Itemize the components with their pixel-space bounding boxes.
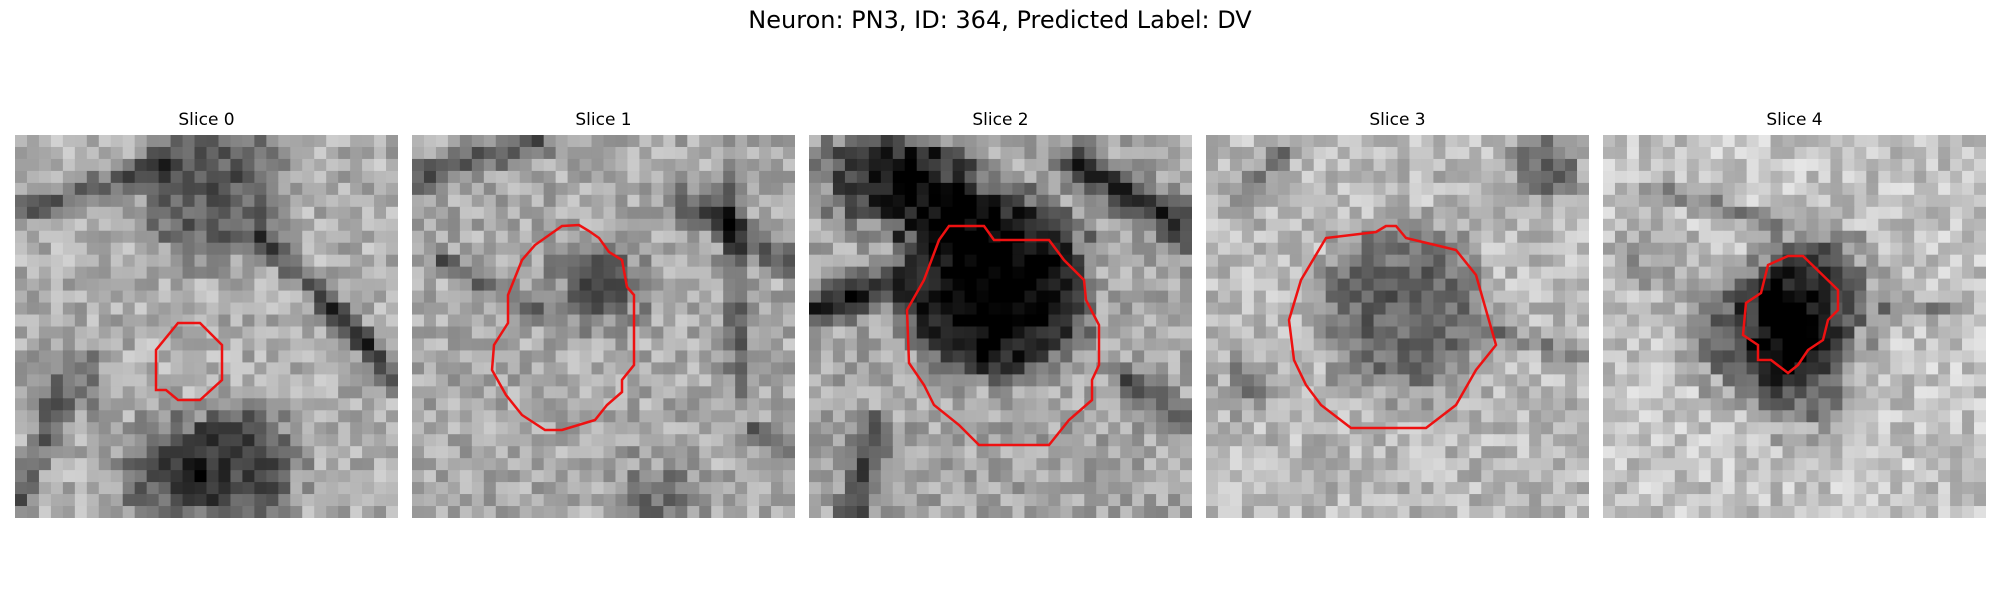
grayscale-texture [1206, 135, 1589, 518]
grayscale-texture [412, 135, 795, 518]
slice-image-4 [1603, 135, 1986, 518]
slice-title: Slice 4 [1766, 110, 1823, 130]
slice-title: Slice 1 [575, 110, 632, 130]
grayscale-texture [809, 135, 1192, 518]
slice-panel-0: Slice 0 [15, 108, 398, 518]
slice-panel-4: Slice 4 [1603, 108, 1986, 518]
grayscale-texture [1603, 135, 1986, 518]
roi-contour [1287, 224, 1498, 430]
roi-contour [490, 223, 636, 432]
slice-title: Slice 3 [1369, 110, 1426, 130]
grayscale-texture [15, 135, 398, 518]
slice-image-3 [1206, 135, 1589, 518]
roi-contour [1741, 254, 1840, 375]
figure-title: Neuron: PN3, ID: 364, Predicted Label: D… [748, 6, 1252, 34]
roi-contour [905, 224, 1101, 447]
slice-panel-1: Slice 1 [412, 108, 795, 518]
roi-contour [154, 321, 224, 402]
slice-panel-3: Slice 3 [1206, 108, 1589, 518]
slice-panel-2: Slice 2 [809, 108, 1192, 518]
slice-image-2 [809, 135, 1192, 518]
slice-title: Slice 0 [178, 110, 235, 130]
slice-image-1 [412, 135, 795, 518]
slice-image-0 [15, 135, 398, 518]
slice-title: Slice 2 [972, 110, 1029, 130]
